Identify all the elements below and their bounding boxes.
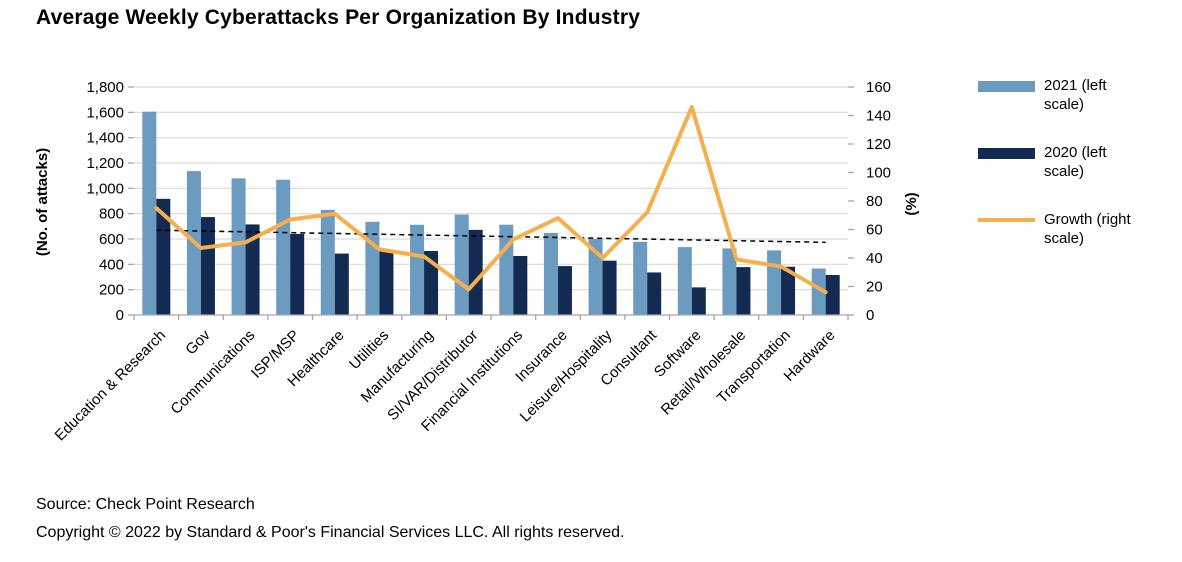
right-axis-tick-label: 40 (866, 250, 883, 267)
left-axis-tick-label: 1,000 (86, 180, 124, 197)
bar-2021 (767, 250, 782, 315)
bar-2021 (722, 248, 737, 315)
right-axis-tick-label: 100 (866, 165, 891, 182)
right-axis-tick-label: 160 (866, 79, 891, 96)
right-axis-tick-label: 60 (866, 222, 883, 239)
left-axis-tick-label: 200 (99, 282, 124, 299)
right-axis-tick-label: 80 (866, 193, 883, 210)
legend-swatch-2020 (978, 148, 1035, 159)
category-label: Education & Research (52, 327, 170, 445)
left-axis-tick-label: 600 (99, 231, 124, 248)
right-axis-title: (%) (903, 192, 920, 215)
bar-2020 (825, 274, 840, 315)
legend-item-2021: 2021 (left scale) (978, 76, 1148, 114)
growth-line (154, 104, 828, 295)
legend-swatch-growth (978, 218, 1035, 222)
bar-2020 (468, 229, 483, 315)
left-axis-tick-label: 0 (116, 307, 124, 324)
bar-2021 (454, 214, 469, 315)
left-axis-tick-label: 1,400 (86, 130, 124, 147)
bar-2021 (588, 239, 603, 315)
legend-label-2020: 2020 (left scale) (1044, 144, 1107, 180)
legend-label-2021: 2021 (left scale) (1044, 77, 1107, 113)
left-axis-tick-label: 800 (99, 206, 124, 223)
bar-2021 (231, 178, 246, 315)
axes: 0 200 400 600 800 1,000 1,200 1,400 1,600 1,800 0 2… (86, 79, 891, 324)
bar-2020 (379, 251, 394, 315)
chart-legend: 2021 (left scale) 2020 (left scale) Grow… (978, 76, 1148, 248)
bar-2021 (320, 209, 335, 315)
category-label: Communications (167, 327, 258, 418)
bar-2020 (334, 253, 349, 315)
left-axis-tick-label: 1,200 (86, 155, 124, 172)
right-axis-tick-label: 140 (866, 108, 891, 125)
left-axis-title: (No. of attacks) (34, 148, 51, 256)
bar-2021 (365, 221, 380, 315)
chart-title: Average Weekly Cyberattacks Per Organiza… (36, 6, 641, 29)
bar-series-2020 (156, 198, 840, 315)
left-axis-tick-label: 1,800 (86, 79, 124, 96)
category-labels: Education & Research GovCommunicationsISP… (52, 326, 839, 444)
bar-2020 (781, 266, 796, 315)
legend-label-growth: Growth (right scale) (1044, 211, 1131, 247)
bar-2020 (200, 217, 215, 315)
category-label: Gov (182, 326, 214, 358)
bar-2020 (691, 287, 706, 315)
bar-2020 (602, 260, 617, 315)
copyright-note: Copyright © 2022 by Standard & Poor's Fi… (36, 524, 625, 541)
legend-item-growth: Growth (right scale) (978, 210, 1148, 248)
bar-2021 (543, 232, 558, 315)
right-axis-tick-label: 0 (866, 307, 874, 324)
bar-2020 (736, 267, 751, 315)
bar-2021 (633, 241, 648, 315)
source-note: Source: Check Point Research (36, 496, 255, 513)
bar-2020 (156, 198, 171, 315)
bar-2021 (276, 179, 291, 315)
bar-2021 (410, 224, 425, 315)
legend-item-2020: 2020 (left scale) (978, 143, 1148, 181)
bar-2021 (499, 224, 514, 315)
bar-2020 (290, 233, 305, 315)
bar-2020 (424, 251, 439, 315)
left-axis-tick-label: 1,600 (86, 104, 124, 121)
right-axis-tick-label: 20 (866, 279, 883, 296)
bar-series-2021 (142, 111, 826, 315)
bar-2020 (245, 224, 260, 315)
left-axis-tick-label: 400 (99, 256, 124, 273)
right-axis-tick-label: 120 (866, 136, 891, 153)
bar-2020 (513, 255, 528, 315)
legend-swatch-2021 (978, 81, 1035, 92)
bar-2021 (677, 247, 692, 315)
bar-2020 (647, 272, 662, 315)
bar-2020 (557, 266, 572, 315)
bar-2021 (142, 111, 157, 315)
bar-2021 (811, 268, 826, 315)
